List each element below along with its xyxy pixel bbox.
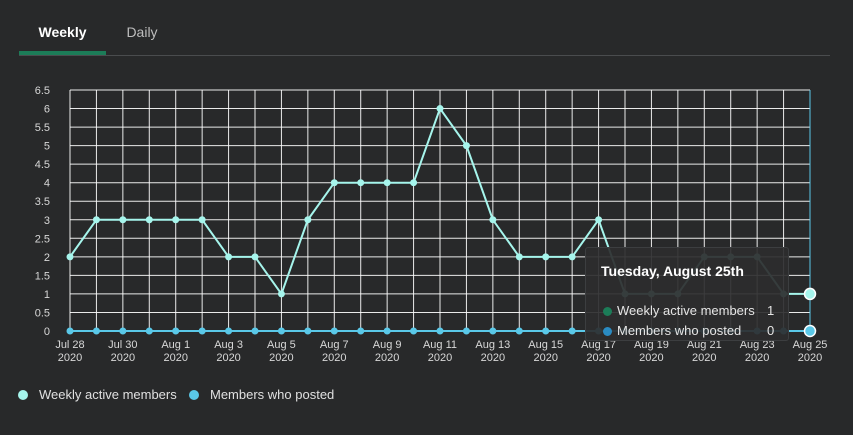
y-tick-label: 2.5 xyxy=(35,233,50,245)
data-point xyxy=(805,326,816,337)
x-tick-label: Aug 7 xyxy=(320,339,349,351)
x-tick-year-label: 2020 xyxy=(269,352,293,364)
y-tick-label: 6.5 xyxy=(35,85,50,97)
x-tick-year-label: 2020 xyxy=(163,352,187,364)
data-point xyxy=(516,253,523,260)
data-point xyxy=(410,328,417,335)
data-point xyxy=(252,253,259,260)
tooltip-row-active: Weekly active members 1 xyxy=(601,303,781,319)
x-tick-year-label: 2020 xyxy=(798,352,822,364)
data-point xyxy=(542,253,549,260)
data-point xyxy=(225,328,232,335)
x-tick-label: Aug 25 xyxy=(793,339,828,351)
data-point xyxy=(67,253,74,260)
data-point xyxy=(93,328,100,335)
x-tick-year-label: 2020 xyxy=(639,352,663,364)
data-point xyxy=(304,216,311,223)
y-tick-label: 4 xyxy=(44,178,50,190)
tooltip-title: Tuesday, August 25th xyxy=(601,263,744,279)
data-point xyxy=(119,328,126,335)
data-point xyxy=(410,179,417,186)
data-point xyxy=(569,328,576,335)
data-point xyxy=(172,216,179,223)
data-point xyxy=(331,179,338,186)
data-point xyxy=(489,216,496,223)
data-point xyxy=(542,328,549,335)
y-tick-label: 6 xyxy=(44,104,50,116)
y-tick-label: 1 xyxy=(44,289,50,301)
x-tick-year-label: 2020 xyxy=(216,352,240,364)
data-point xyxy=(805,288,816,299)
data-point xyxy=(357,179,364,186)
data-point xyxy=(278,328,285,335)
legend-label: Weekly active members xyxy=(39,385,177,405)
data-point xyxy=(146,328,153,335)
y-tick-label: 5.5 xyxy=(35,122,50,134)
data-point xyxy=(119,216,126,223)
data-point xyxy=(595,216,602,223)
y-tick-label: 4.5 xyxy=(35,159,50,171)
tooltip-value: 1 xyxy=(767,303,774,318)
data-point xyxy=(489,328,496,335)
x-tick-label: Aug 11 xyxy=(423,339,457,351)
data-point xyxy=(252,328,259,335)
x-tick-label: Jul 28 xyxy=(55,339,84,351)
data-point xyxy=(437,105,444,112)
x-tick-year-label: 2020 xyxy=(533,352,557,364)
tooltip-row-posted: Members who posted 0 xyxy=(601,323,781,339)
tooltip-label: Weekly active members xyxy=(617,303,755,318)
data-point xyxy=(384,328,391,335)
legend-label: Members who posted xyxy=(210,385,334,405)
data-point xyxy=(437,328,444,335)
data-point xyxy=(304,328,311,335)
y-tick-label: 1.5 xyxy=(35,270,50,282)
x-tick-label: Aug 1 xyxy=(161,339,190,351)
data-point xyxy=(67,328,74,335)
y-tick-label: 5 xyxy=(44,141,50,153)
y-tick-label: 0 xyxy=(44,326,50,338)
data-point xyxy=(357,328,364,335)
legend-dot-icon xyxy=(189,390,199,400)
x-tick-year-label: 2020 xyxy=(428,352,452,364)
data-point xyxy=(516,328,523,335)
tooltip-dot-icon xyxy=(603,307,612,316)
x-tick-label: Aug 15 xyxy=(528,339,563,351)
tooltip-value: 0 xyxy=(767,323,774,338)
x-tick-year-label: 2020 xyxy=(58,352,82,364)
x-tick-label: Aug 9 xyxy=(373,339,402,351)
tooltip-label: Members who posted xyxy=(617,323,741,338)
x-tick-year-label: 2020 xyxy=(745,352,769,364)
data-point xyxy=(199,328,206,335)
chart-tooltip: Tuesday, August 25th Weekly active membe… xyxy=(585,247,789,341)
x-tick-year-label: 2020 xyxy=(481,352,505,364)
data-point xyxy=(278,290,285,297)
data-point xyxy=(172,328,179,335)
data-point xyxy=(225,253,232,260)
y-tick-label: 2 xyxy=(44,252,50,264)
y-tick-label: 3.5 xyxy=(35,196,50,208)
y-tick-label: 3 xyxy=(44,215,50,227)
data-point xyxy=(331,328,338,335)
data-point xyxy=(384,179,391,186)
data-point xyxy=(463,328,470,335)
data-point xyxy=(93,216,100,223)
data-point xyxy=(146,216,153,223)
x-tick-year-label: 2020 xyxy=(586,352,610,364)
x-tick-label: Aug 13 xyxy=(475,339,510,351)
legend-dot-icon xyxy=(18,390,28,400)
x-tick-label: Aug 5 xyxy=(267,339,296,351)
x-tick-year-label: 2020 xyxy=(111,352,135,364)
tooltip-dot-icon xyxy=(603,327,612,336)
x-tick-label: Jul 30 xyxy=(108,339,137,351)
y-axis-ticks: 0 0.5 1 1.5 2 2.5 3 3.5 4 4.5 5 5.5 6 6.5 xyxy=(35,85,50,338)
data-point xyxy=(463,142,470,149)
x-tick-year-label: 2020 xyxy=(692,352,716,364)
data-point xyxy=(199,216,206,223)
data-point xyxy=(569,253,576,260)
x-tick-year-label: 2020 xyxy=(322,352,346,364)
y-tick-label: 0.5 xyxy=(35,307,50,319)
x-tick-label: Aug 3 xyxy=(214,339,243,351)
x-tick-year-label: 2020 xyxy=(375,352,399,364)
